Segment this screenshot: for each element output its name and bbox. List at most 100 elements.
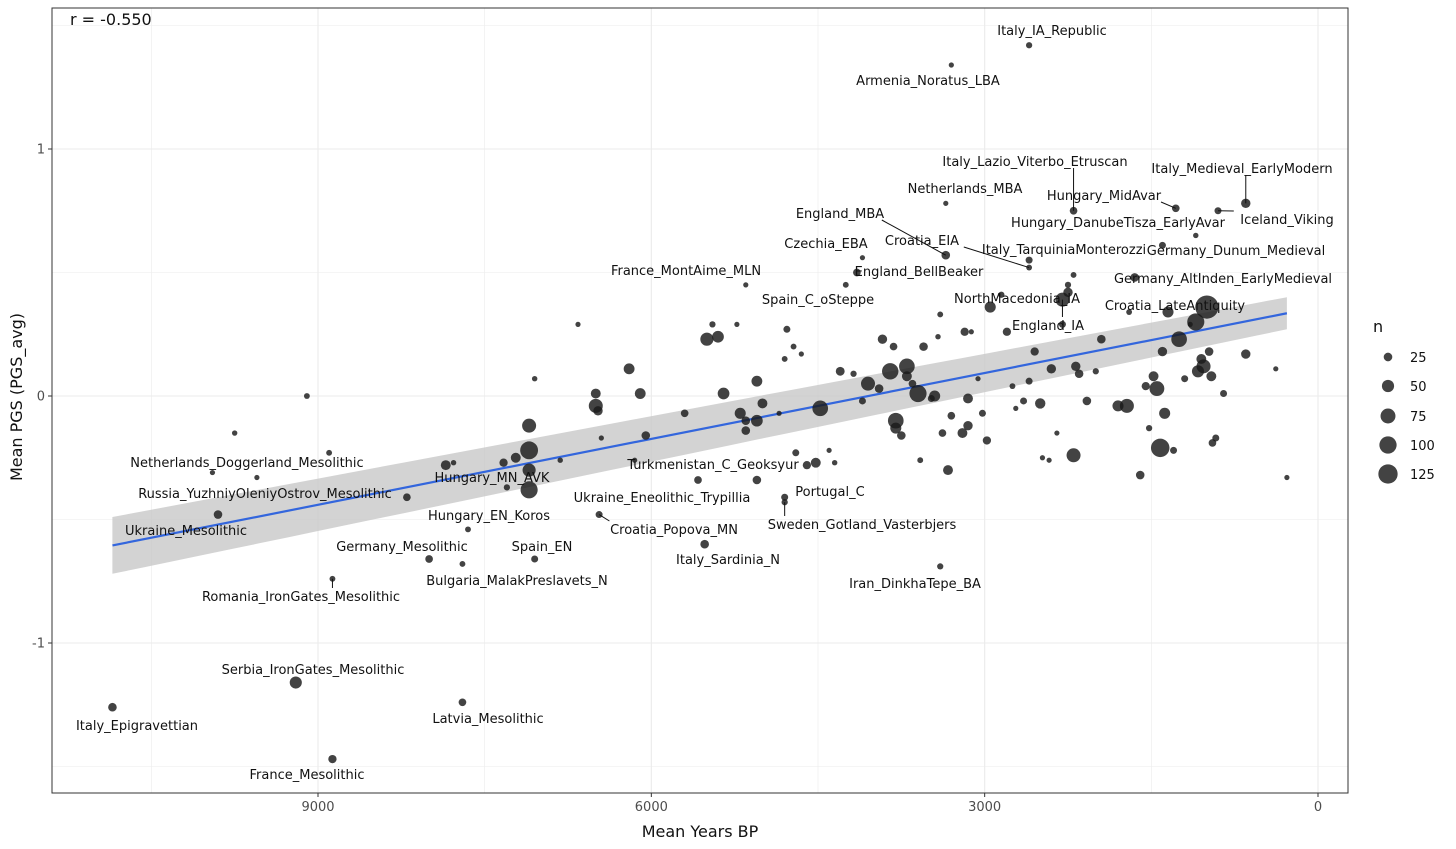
point-label: England_MBA: [796, 207, 884, 222]
legend-key: [1378, 464, 1398, 484]
data-point-labeled: [781, 493, 789, 501]
data-point: [937, 311, 944, 318]
data-point: [1241, 349, 1251, 359]
data-point-labeled: [403, 493, 411, 502]
data-point: [1046, 457, 1052, 463]
data-point: [831, 459, 838, 466]
data-point: [1284, 474, 1290, 481]
data-point: [1092, 368, 1099, 375]
data-point: [917, 457, 924, 464]
point-label: Italy_TarquiniaMonterozzi: [982, 243, 1146, 258]
data-point-labeled: [842, 281, 849, 288]
data-point: [781, 356, 788, 362]
point-label: Czechia_EBA: [784, 237, 867, 252]
data-point: [810, 457, 821, 468]
data-point: [632, 457, 638, 463]
data-point-labeled: [465, 526, 471, 533]
data-point: [947, 411, 956, 420]
data-point-labeled: [503, 484, 511, 491]
data-point: [826, 447, 832, 453]
data-point: [1195, 295, 1219, 319]
axis-layer: 9000 6000 3000 0 1 0 -1: [32, 143, 1322, 816]
data-point: [520, 481, 538, 499]
data-point-labeled: [108, 702, 117, 712]
point-label: Ukraine_Mesolithic: [125, 524, 247, 539]
data-point: [440, 460, 451, 471]
data-point: [1145, 424, 1153, 432]
data-point-labeled: [700, 539, 709, 549]
data-point: [882, 363, 899, 380]
data-point: [1126, 309, 1133, 315]
data-point: [520, 441, 539, 460]
point-label: Iceland_Viking: [1240, 213, 1333, 228]
data-point: [522, 418, 537, 433]
data-point: [1141, 381, 1150, 391]
data-point: [802, 461, 812, 470]
point-label: NorthMacedonia_IA: [954, 292, 1080, 307]
correlation-annotation: r = -0.550: [70, 10, 152, 29]
x-tick-label: 9000: [301, 800, 334, 815]
data-point: [783, 325, 791, 333]
data-point: [590, 388, 601, 399]
data-point-labeled: [853, 268, 861, 277]
y-tick-label: 1: [37, 143, 45, 158]
label-leader-line: [963, 246, 1030, 269]
trend-line: [112, 312, 1288, 547]
data-point: [1009, 383, 1016, 390]
legend-key: [1381, 379, 1395, 393]
data-point: [1058, 320, 1066, 328]
data-point: [957, 428, 968, 438]
data-point: [897, 431, 906, 440]
data-point: [938, 429, 947, 437]
data-point-labeled: [743, 282, 749, 288]
data-point: [1150, 438, 1170, 458]
point-label: Latvia_Mesolithic: [432, 712, 543, 727]
data-point-labeled: [425, 555, 433, 563]
data-point: [303, 393, 310, 399]
data-point: [1097, 334, 1106, 344]
data-point: [908, 379, 917, 388]
y-tick-label: -1: [32, 637, 45, 652]
x-tick-label: 6000: [635, 800, 668, 815]
data-point-labeled: [459, 561, 466, 567]
point-label: Hungary_DanubeTisza_EarlyAvar: [1011, 216, 1226, 231]
point-label: Italy_Lazio_Viterbo_Etruscan: [942, 155, 1127, 170]
legend-title: n: [1373, 317, 1383, 336]
panel-border: [51, 7, 1349, 794]
data-point: [998, 291, 1005, 298]
data-point-labeled: [937, 563, 944, 570]
data-point: [209, 469, 216, 476]
points-layer: [108, 42, 1290, 764]
data-point: [792, 449, 800, 457]
data-point: [1204, 347, 1214, 356]
data-point-labeled: [752, 475, 762, 485]
data-point-labeled: [1162, 306, 1174, 318]
data-point: [1064, 281, 1072, 288]
data-point: [741, 416, 751, 425]
data-point: [935, 334, 941, 340]
x-tick-label: 3000: [968, 800, 1001, 815]
data-point: [963, 420, 973, 431]
x-tick-label: 0: [1314, 800, 1322, 815]
data-point: [712, 330, 724, 343]
point-label: Croatia_LateAntiquity: [1105, 299, 1246, 314]
point-label: Germany_Dunum_Medieval: [1147, 244, 1326, 259]
data-point: [1071, 361, 1081, 372]
data-point: [641, 431, 651, 440]
point-label: France_MontAime_MLN: [611, 264, 761, 279]
data-point: [790, 343, 797, 350]
data-point: [634, 388, 646, 399]
point-label: England_BellBeaker: [855, 265, 984, 280]
data-point-labeled: [213, 510, 223, 519]
data-point: [984, 301, 996, 313]
data-point: [1070, 272, 1077, 278]
point-label: Italy_IA_Republic: [997, 24, 1107, 39]
data-point: [1171, 331, 1187, 348]
y-tick-label: 0: [37, 390, 45, 405]
point-label: Bulgaria_MalakPreslavets_N: [426, 574, 608, 589]
data-point-labeled: [1025, 42, 1033, 49]
point-label: Italy_Medieval_EarlyModern: [1151, 162, 1332, 177]
data-point: [943, 465, 953, 476]
data-point: [1046, 364, 1057, 374]
data-point: [1002, 327, 1012, 336]
